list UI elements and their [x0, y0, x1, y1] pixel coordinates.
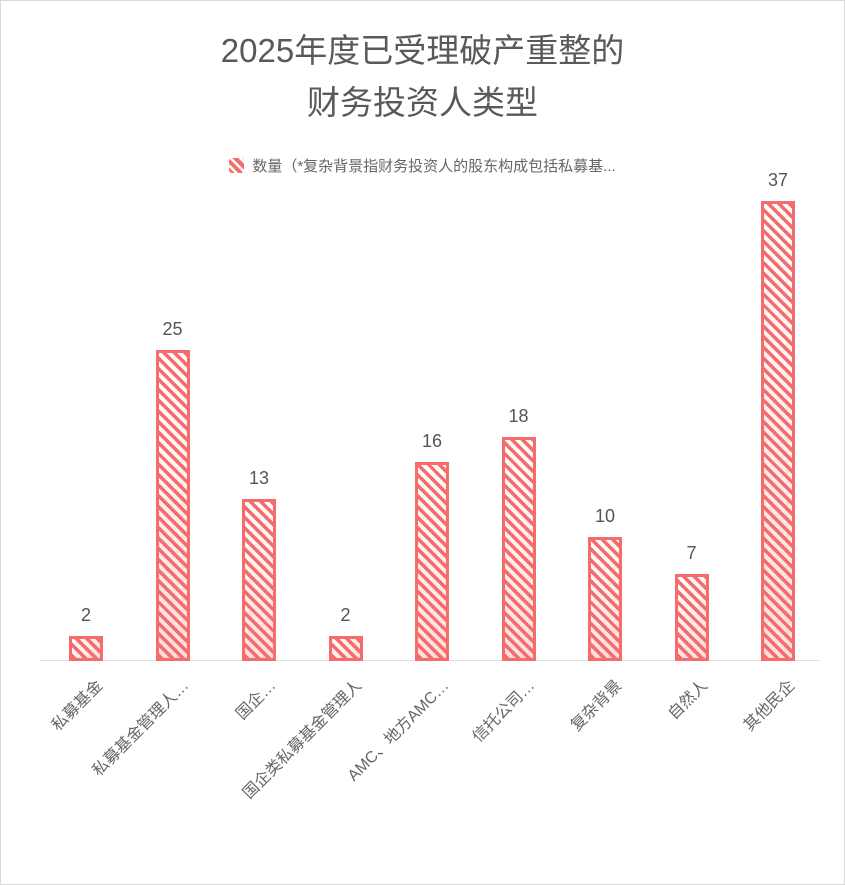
- chart-title-line1: 2025年度已受理破产重整的: [220, 32, 625, 69]
- legend-label: 数量（*复杂背景指财务投资人的股东构成包括私募基...: [252, 157, 616, 175]
- bar-value-label: 10: [594, 506, 616, 526]
- bar[interactable]: [761, 201, 795, 661]
- bar[interactable]: [69, 636, 103, 661]
- bar[interactable]: [242, 499, 276, 661]
- legend-hatch-swatch-icon: [229, 157, 245, 173]
- bar-value-label: 7: [686, 543, 697, 563]
- bar[interactable]: [155, 350, 190, 661]
- x-axis-category-label: 自然人: [665, 677, 712, 724]
- bar-value-label: 13: [248, 468, 270, 488]
- legend[interactable]: 数量（*复杂背景指财务投资人的股东构成包括私募基...: [1, 155, 844, 175]
- x-axis-category-label: 其他民企: [740, 677, 799, 735]
- bar-value-label: 16: [421, 431, 443, 451]
- bar-value-label: 2: [80, 605, 91, 625]
- x-axis-category-label: 信托公司…: [470, 677, 539, 746]
- x-axis-category-label: 私募基金: [48, 677, 107, 735]
- chart-title: 2025年度已受理破产重整的 财务投资人类型: [1, 25, 844, 129]
- bar-value-label: 25: [162, 319, 183, 339]
- bar-plot-area: 2 25 13 2 16 18 10 7 37: [1, 1, 844, 661]
- bar[interactable]: [501, 437, 536, 661]
- bar-value-label: 2: [340, 605, 351, 625]
- bar[interactable]: [415, 462, 449, 661]
- chart-title-line2: 财务投资人类型: [307, 84, 538, 121]
- bar[interactable]: [328, 636, 363, 661]
- bar-value-label: 18: [508, 406, 529, 426]
- bar[interactable]: [588, 537, 622, 661]
- x-axis-category-label: 国企…: [233, 677, 280, 724]
- x-axis-category-label: 复杂背景: [567, 677, 626, 735]
- bar[interactable]: [674, 574, 709, 661]
- bar-value-label: 37: [767, 170, 789, 190]
